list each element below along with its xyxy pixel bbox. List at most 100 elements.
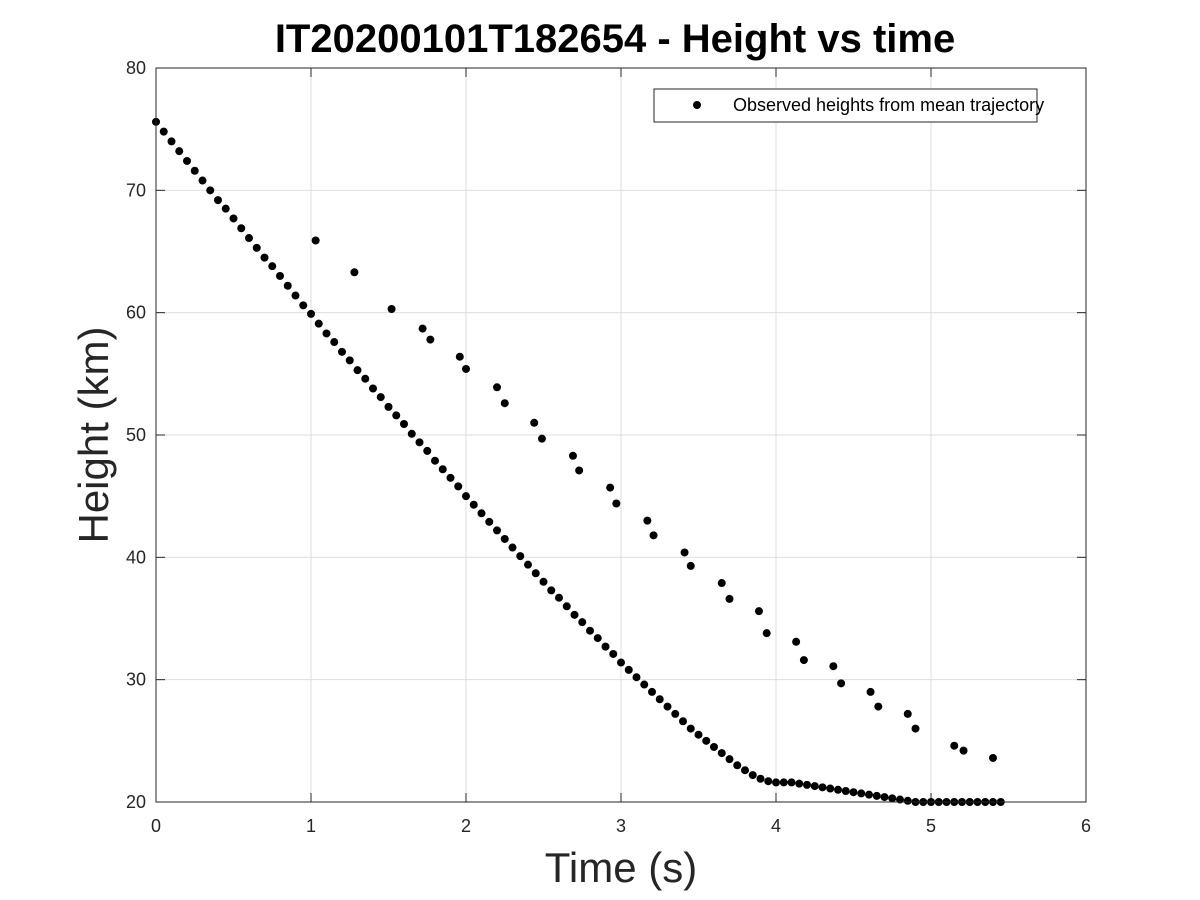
data-point bbox=[617, 658, 625, 667]
x-tick-label: 2 bbox=[461, 816, 471, 836]
data-point bbox=[655, 695, 664, 704]
data-point bbox=[762, 629, 771, 638]
data-point bbox=[547, 586, 556, 595]
data-point bbox=[671, 709, 680, 718]
chart-title: IT20200101T182654 - Height vs time bbox=[275, 17, 955, 61]
x-tick-label: 3 bbox=[616, 816, 626, 836]
data-point bbox=[469, 500, 478, 509]
data-point bbox=[841, 786, 850, 795]
data-point bbox=[649, 531, 658, 540]
data-point bbox=[338, 347, 346, 356]
data-point bbox=[795, 779, 804, 788]
data-point bbox=[911, 724, 920, 733]
data-point bbox=[586, 626, 594, 635]
y-tick-label: 70 bbox=[126, 180, 146, 200]
data-point bbox=[206, 186, 215, 195]
data-point bbox=[857, 789, 866, 798]
data-point bbox=[989, 753, 997, 762]
x-axis-label: Time (s) bbox=[545, 844, 697, 891]
data-point bbox=[314, 319, 323, 328]
data-point bbox=[866, 687, 875, 696]
y-axis-label: Height (km) bbox=[70, 326, 117, 543]
data-point bbox=[799, 656, 808, 665]
data-point bbox=[237, 224, 246, 233]
data-point bbox=[764, 777, 773, 786]
data-point bbox=[322, 329, 331, 338]
data-point bbox=[648, 687, 656, 696]
data-point bbox=[426, 335, 435, 344]
data-point bbox=[748, 771, 757, 780]
data-point bbox=[803, 780, 811, 789]
data-point bbox=[741, 766, 749, 775]
data-point bbox=[407, 429, 416, 438]
data-point bbox=[888, 794, 897, 803]
data-point bbox=[725, 594, 734, 603]
data-point bbox=[462, 364, 470, 373]
data-point bbox=[694, 730, 703, 739]
data-point bbox=[299, 301, 308, 310]
data-point bbox=[183, 156, 191, 165]
x-tick-label: 0 bbox=[151, 816, 161, 836]
data-point bbox=[384, 402, 393, 411]
data-point bbox=[686, 724, 695, 733]
data-point bbox=[810, 782, 819, 791]
data-point bbox=[245, 234, 253, 243]
data-point bbox=[198, 176, 207, 185]
data-point bbox=[640, 680, 649, 689]
data-point bbox=[772, 778, 780, 787]
data-point bbox=[221, 204, 230, 213]
data-point bbox=[555, 593, 563, 602]
data-point bbox=[175, 147, 184, 156]
data-point bbox=[291, 291, 300, 300]
legend-box bbox=[653, 88, 1038, 123]
data-point bbox=[387, 304, 396, 313]
data-point bbox=[311, 236, 320, 245]
data-point bbox=[756, 774, 765, 783]
data-point bbox=[779, 778, 788, 787]
data-point bbox=[400, 419, 408, 428]
x-tick-label: 4 bbox=[771, 816, 781, 836]
data-point bbox=[609, 649, 618, 658]
data-point bbox=[353, 366, 362, 375]
data-point bbox=[229, 214, 238, 223]
data-point bbox=[539, 577, 548, 586]
data-point bbox=[818, 783, 827, 792]
data-point bbox=[283, 281, 292, 290]
plot-frame bbox=[155, 67, 1087, 803]
data-point bbox=[837, 679, 846, 688]
data-point bbox=[570, 610, 579, 619]
data-point bbox=[350, 268, 359, 277]
data-point bbox=[477, 509, 486, 518]
data-point bbox=[849, 788, 858, 797]
data-point bbox=[415, 438, 424, 447]
y-tick-label: 80 bbox=[126, 58, 146, 78]
data-point bbox=[826, 784, 835, 793]
data-point bbox=[531, 569, 540, 578]
data-point bbox=[307, 309, 315, 318]
data-point bbox=[686, 561, 695, 570]
data-point bbox=[593, 634, 602, 643]
data-point bbox=[500, 399, 509, 408]
data-point bbox=[601, 642, 610, 651]
data-point bbox=[679, 717, 687, 726]
data-point bbox=[167, 137, 176, 146]
data-point bbox=[276, 271, 284, 280]
data-point bbox=[710, 742, 718, 751]
x-tick-label: 5 bbox=[926, 816, 936, 836]
data-point bbox=[733, 761, 742, 770]
y-tick-label: 20 bbox=[126, 792, 146, 812]
data-point bbox=[493, 526, 501, 535]
data-point bbox=[872, 791, 881, 800]
legend: Observed heights from mean trajectory bbox=[653, 88, 1044, 123]
y-tick-label: 60 bbox=[126, 303, 146, 323]
data-point bbox=[792, 637, 801, 646]
data-point bbox=[431, 456, 439, 465]
data-point bbox=[880, 793, 889, 802]
data-point bbox=[345, 356, 354, 365]
data-point bbox=[624, 665, 633, 674]
data-point bbox=[717, 749, 726, 758]
data-point bbox=[369, 384, 377, 393]
data-point bbox=[632, 673, 641, 682]
data-point bbox=[702, 736, 711, 745]
data-point bbox=[493, 383, 501, 392]
